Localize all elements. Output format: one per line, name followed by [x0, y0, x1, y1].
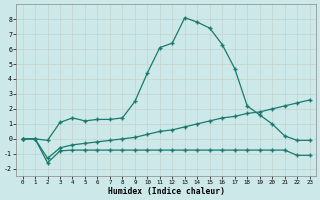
- X-axis label: Humidex (Indice chaleur): Humidex (Indice chaleur): [108, 187, 225, 196]
